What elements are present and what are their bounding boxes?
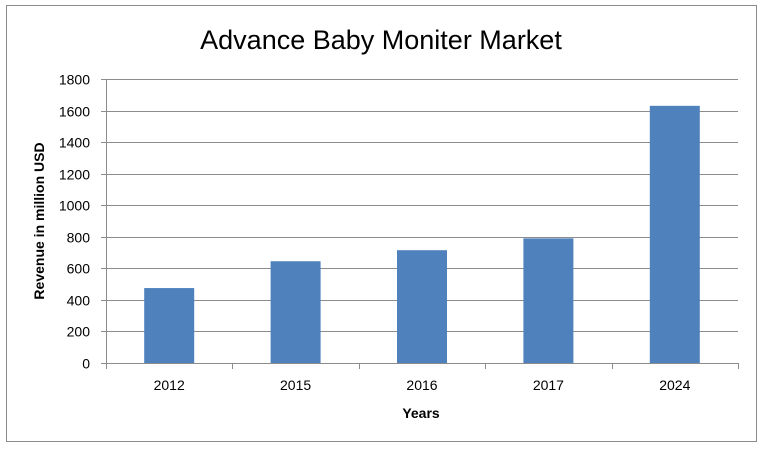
chart-title: Advance Baby Moniter Market <box>200 25 562 55</box>
y-tick-label: 0 <box>82 356 90 372</box>
y-tick-label: 1200 <box>59 167 90 183</box>
x-tick-labels: 2012 2015 2016 2017 2024 <box>154 377 691 393</box>
bar-2012 <box>144 288 195 363</box>
y-axis-label: Revenue in million USD <box>31 142 47 299</box>
y-tick-label: 200 <box>67 324 91 340</box>
x-tick-label: 2016 <box>406 377 437 393</box>
bar-2024 <box>649 105 700 364</box>
bar-2015 <box>270 261 321 363</box>
y-tick-label: 800 <box>67 230 91 246</box>
y-tick-label: 600 <box>67 261 91 277</box>
x-tick-label: 2015 <box>280 377 311 393</box>
y-tick-label: 1000 <box>59 198 90 214</box>
y-tick-labels: 0 200 400 600 800 1000 1200 1400 1600 1800 <box>59 72 90 372</box>
chart-frame <box>6 5 757 442</box>
bars <box>144 105 700 364</box>
y-tick-label: 1400 <box>59 135 90 151</box>
axes <box>106 79 739 369</box>
x-axis-label: Years <box>402 405 440 421</box>
x-tick-label: 2017 <box>533 377 564 393</box>
y-tick-label: 1800 <box>59 72 90 88</box>
y-tick-label: 1600 <box>59 104 90 120</box>
gridlines <box>101 79 738 364</box>
x-tick-label: 2024 <box>659 377 690 393</box>
x-tick-label: 2012 <box>154 377 185 393</box>
bar-2016 <box>397 250 447 363</box>
y-tick-label: 400 <box>67 293 91 309</box>
bar-2017 <box>523 238 574 363</box>
